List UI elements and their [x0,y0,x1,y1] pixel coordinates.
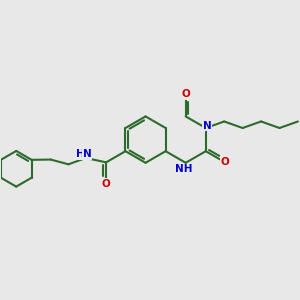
Text: N: N [82,149,91,159]
Text: H: H [76,149,85,159]
Text: N: N [203,121,212,130]
Text: O: O [102,179,110,189]
Text: O: O [181,89,190,99]
Text: NH: NH [175,164,192,174]
Text: O: O [220,157,229,167]
